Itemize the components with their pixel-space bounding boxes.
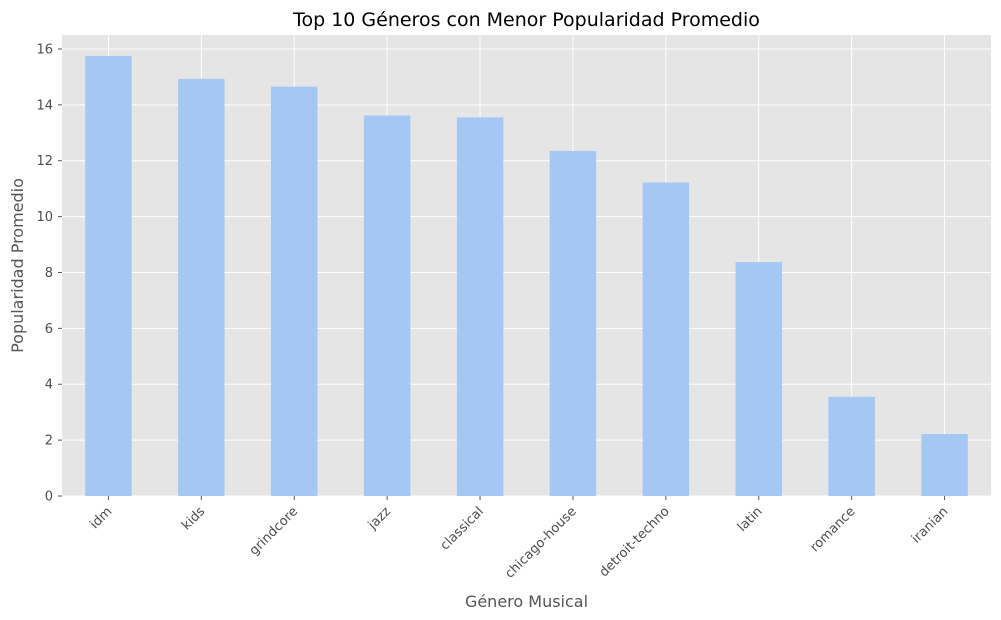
bar-grindcore	[271, 86, 318, 497]
bar-detroit-techno	[642, 182, 690, 496]
x-tick-label: iranian	[909, 504, 951, 546]
y-tick-label: 4	[45, 378, 53, 393]
y-tick-label: 16	[36, 42, 53, 57]
y-tick-label: 8	[45, 266, 53, 281]
x-tick-label: classical	[438, 504, 487, 553]
y-tick-label: 12	[36, 154, 53, 169]
x-tick-label: detroit-techno	[597, 504, 673, 580]
bars	[85, 55, 968, 497]
y-tick-label: 6	[45, 322, 53, 337]
bar-chicago-house	[549, 150, 597, 496]
x-tick-label: chicago-house	[502, 504, 579, 581]
y-axis-label: Popularidad Promedio	[8, 178, 27, 353]
y-tick-label: 2	[45, 434, 53, 449]
x-tick-label: romance	[808, 504, 859, 555]
x-tick-label: jazz	[365, 504, 394, 533]
x-tick-label: kids	[179, 504, 208, 533]
y-tick-label: 10	[36, 210, 53, 225]
x-tick-label: grindcore	[247, 504, 301, 558]
bar-kids	[178, 78, 225, 497]
y-tick-label: 0	[45, 490, 53, 505]
bar-classical	[456, 117, 504, 497]
bar-romance	[828, 396, 875, 496]
x-tick-label: idm	[87, 504, 115, 532]
x-tick-label: latin	[735, 504, 766, 535]
bar-latin	[735, 262, 782, 496]
bar-iranian	[921, 433, 968, 496]
bar-jazz	[363, 115, 411, 496]
x-axis-label: Género Musical	[465, 592, 588, 611]
y-tick-label: 14	[36, 98, 53, 113]
chart-title: Top 10 Géneros con Menor Popularidad Pro…	[292, 9, 760, 31]
bar-idm	[85, 55, 132, 497]
